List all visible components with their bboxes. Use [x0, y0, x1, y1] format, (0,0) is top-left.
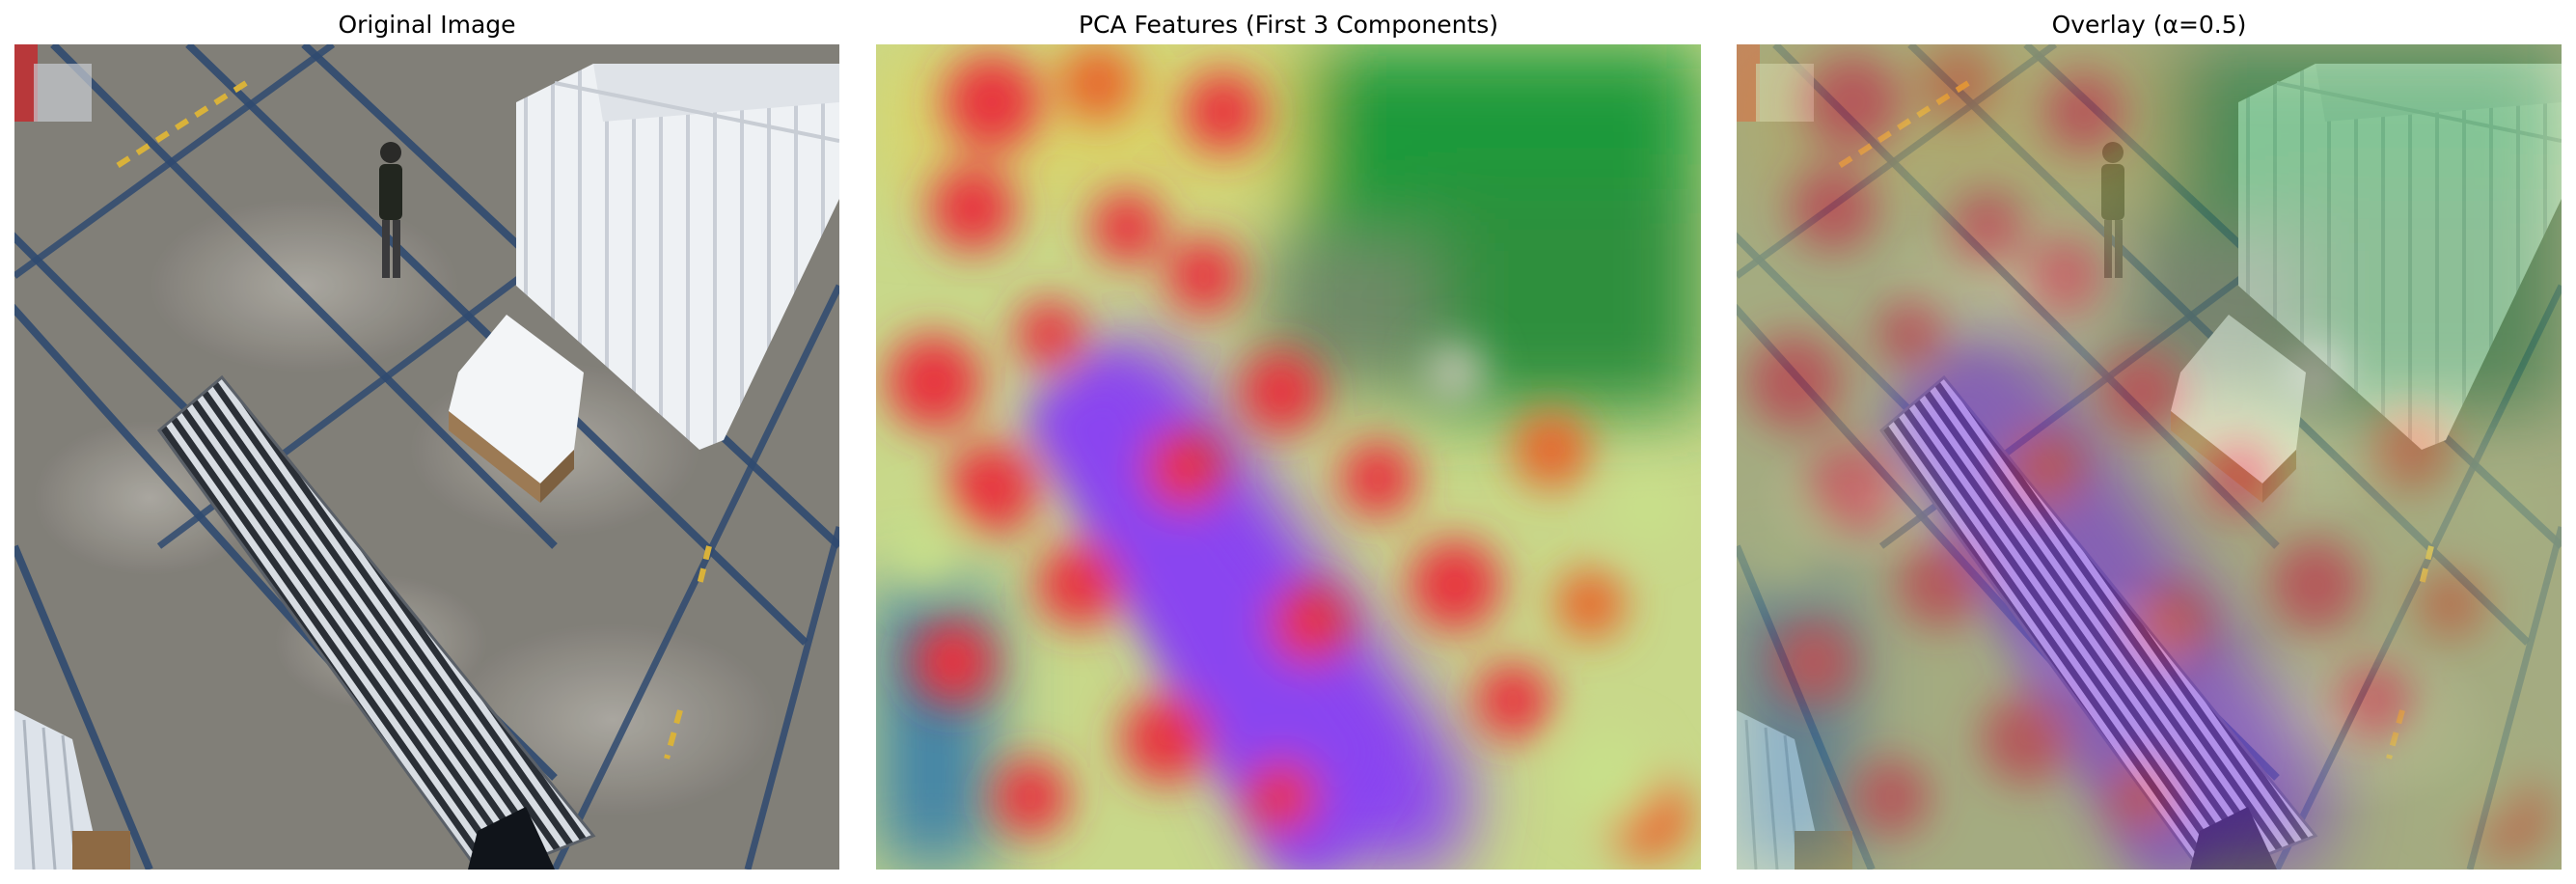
overlay-panel — [1737, 44, 2562, 870]
panel-title-original: Original Image — [338, 11, 516, 39]
original-image — [14, 44, 839, 870]
panel-title-overlay: Overlay (α=0.5) — [2051, 11, 2247, 39]
pca-features-panel — [876, 44, 1701, 870]
pca-overlay-layer — [1737, 44, 2562, 870]
original-image-panel — [14, 44, 839, 870]
panel-title-pca: PCA Features (First 3 Components) — [1078, 11, 1499, 39]
overlay-image — [1737, 44, 2562, 870]
pca-feature-map — [876, 44, 1701, 870]
